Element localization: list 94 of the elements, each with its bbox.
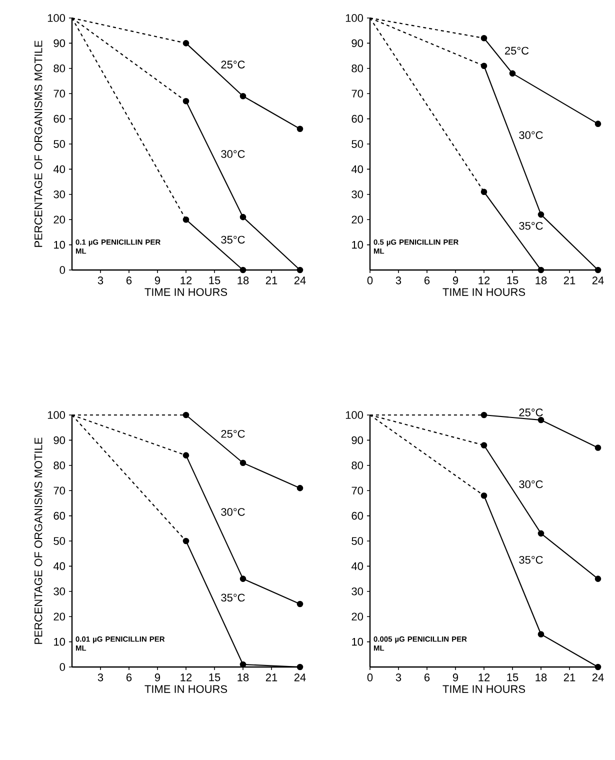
x-tick-label: 9 [154, 276, 160, 284]
x-tick-label: 24 [592, 674, 604, 682]
y-tick-label: 90 [54, 436, 66, 444]
x-axis-title: TIME IN HOURS [144, 288, 228, 296]
y-tick-label: 20 [352, 216, 364, 224]
x-tick-label: 15 [209, 674, 220, 682]
y-tick-label: 60 [352, 114, 364, 123]
x-tick-label: 12 [478, 674, 490, 682]
y-tick-label: 80 [352, 64, 364, 72]
y-tick-label: 50 [352, 140, 364, 148]
series-label: 25°C [519, 408, 543, 416]
x-tick-label: 0 [367, 276, 373, 284]
x-tick-label: 15 [209, 276, 220, 284]
x-tick-label: 15 [507, 674, 518, 682]
y-axis-title: PERCENTAGE OF ORGANISMS MOTILE [34, 40, 42, 247]
x-axis-title: TIME IN HOURS [144, 685, 228, 693]
y-tick-label: 80 [352, 462, 364, 470]
y-tick-label: 20 [54, 612, 66, 620]
series-label: 25°C [504, 46, 529, 55]
y-tick-label: 0 [60, 266, 66, 274]
x-tick-label: 3 [98, 674, 104, 682]
x-tick-label: 3 [98, 276, 104, 284]
y-tick-label: 10 [352, 638, 364, 646]
y-tick-label: 30 [352, 588, 364, 596]
y-tick-label: 10 [352, 240, 364, 249]
y-tick-label: 80 [54, 64, 66, 72]
y-tick-label: 30 [352, 190, 364, 198]
x-tick-label: 21 [564, 276, 576, 284]
x-tick-label: 9 [452, 276, 458, 284]
y-tick-label: 40 [351, 165, 364, 174]
y-tick-label: 70 [352, 90, 364, 98]
y-tick-label: 60 [352, 512, 364, 520]
series-label: 30°C [519, 480, 543, 488]
y-tick-label: 70 [352, 486, 364, 494]
x-tick-label: 18 [238, 674, 249, 682]
x-tick-label: 24 [294, 674, 306, 682]
y-tick-label: 100 [48, 14, 66, 22]
y-tick-label: 20 [352, 612, 364, 620]
y-axis-title: PERCENTAGE OF ORGANISMS MOTILE [34, 438, 42, 644]
y-tick-label: 100 [346, 14, 364, 22]
y-tick-label: 50 [352, 537, 364, 545]
series-label: 35°C [221, 236, 245, 244]
x-tick-label: 21 [266, 276, 278, 284]
x-tick-label: 18 [536, 276, 547, 284]
x-tick-label: 6 [126, 674, 132, 682]
y-tick-label: 50 [54, 140, 66, 148]
x-tick-label: 24 [592, 276, 604, 284]
series-label: 30°C [221, 150, 245, 158]
x-tick-label: 12 [180, 276, 192, 284]
y-tick-label: 70 [54, 90, 66, 98]
y-tick-label: 50 [54, 537, 66, 545]
x-tick-label: 6 [424, 276, 430, 284]
y-tick-label: 10 [54, 638, 66, 646]
x-tick-label: 6 [126, 276, 132, 284]
x-tick-label: 0 [367, 674, 373, 682]
y-tick-label: 40 [53, 562, 66, 570]
series-label: 35°C [519, 222, 543, 230]
y-tick-label: 40 [53, 165, 66, 174]
y-tick-label: 30 [54, 190, 66, 198]
x-axis-title: TIME IN HOURS [442, 685, 526, 693]
y-tick-label: 0 [60, 663, 66, 671]
x-tick-label: 3 [396, 674, 402, 682]
y-tick-label: 10 [54, 240, 66, 249]
x-tick-label: 18 [536, 674, 547, 682]
y-tick-label: 90 [54, 39, 66, 48]
y-tick-label: 60 [54, 114, 66, 123]
y-tick-label: 100 [346, 411, 364, 419]
x-tick-label: 24 [294, 276, 306, 284]
series-label: 35°C [519, 556, 543, 564]
y-tick-label: 40 [351, 562, 364, 570]
y-tick-label: 20 [54, 216, 66, 224]
x-tick-label: 12 [180, 674, 192, 682]
x-tick-label: 18 [238, 276, 249, 284]
y-tick-label: 90 [352, 39, 364, 48]
x-tick-label: 6 [424, 674, 430, 682]
x-tick-label: 21 [266, 674, 278, 682]
series-label: 25°C [221, 60, 245, 68]
series-label: 35°C [221, 594, 245, 602]
x-tick-label: 9 [452, 674, 458, 682]
x-axis-title: TIME IN HOURS [442, 288, 526, 296]
series-label: 30°C [221, 508, 245, 516]
y-tick-label: 100 [48, 411, 66, 419]
series-label: 30°C [519, 131, 543, 140]
y-tick-label: 30 [54, 588, 66, 596]
x-tick-label: 21 [564, 674, 576, 682]
y-tick-label: 90 [352, 436, 364, 444]
y-tick-label: 60 [54, 512, 66, 520]
x-tick-label: 9 [154, 674, 160, 682]
x-tick-label: 15 [507, 276, 518, 284]
x-tick-label: 3 [396, 276, 402, 284]
x-tick-label: 12 [478, 276, 490, 284]
y-tick-label: 70 [54, 486, 66, 494]
y-tick-label: 80 [54, 462, 66, 470]
series-label: 25°C [221, 430, 245, 438]
